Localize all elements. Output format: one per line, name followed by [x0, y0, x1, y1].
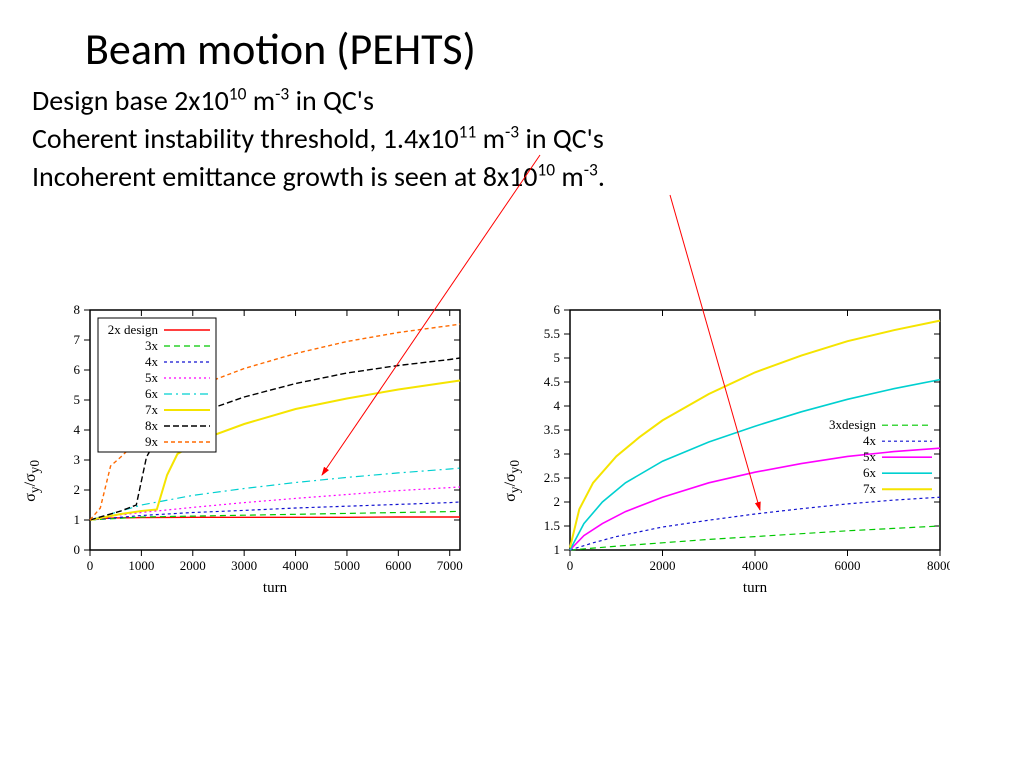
- svg-text:3.5: 3.5: [544, 422, 560, 437]
- t: Design base 2x10: [32, 83, 229, 118]
- svg-text:4: 4: [74, 422, 81, 437]
- svg-text:8: 8: [74, 302, 81, 317]
- svg-text:5x: 5x: [863, 449, 877, 464]
- svg-text:3000: 3000: [231, 558, 257, 573]
- t: Incoherent emittance growth is seen at 8…: [32, 159, 537, 194]
- t: m: [476, 121, 505, 156]
- sup: 11: [459, 120, 477, 142]
- page-title: Beam motion (PEHTS): [85, 22, 476, 76]
- svg-text:5x: 5x: [145, 370, 159, 385]
- t: in QC's: [519, 121, 604, 156]
- svg-text:6: 6: [74, 362, 81, 377]
- yaxis-label: σy/σy0: [502, 460, 523, 502]
- svg-text:6x: 6x: [145, 386, 159, 401]
- svg-text:1.5: 1.5: [544, 518, 560, 533]
- chart-left: σy/σy0 010002000300040005000600070000123…: [30, 300, 470, 660]
- svg-text:4x: 4x: [863, 433, 877, 448]
- svg-text:1: 1: [554, 542, 561, 557]
- svg-text:3x: 3x: [145, 338, 159, 353]
- charts-row: σy/σy0 010002000300040005000600070000123…: [30, 300, 994, 660]
- svg-text:6000: 6000: [385, 558, 411, 573]
- svg-text:5.5: 5.5: [544, 326, 560, 341]
- bullet-3: Incoherent emittance growth is seen at 8…: [32, 158, 605, 196]
- chart-right-svg: 0 2000 4000 6000 8000 1 1.5 2 2.5 3 3.5 4 4.5 5 5.5 6 tu…: [510, 300, 950, 600]
- body-text: Design base 2x1010 m-3 in QC's Coherent …: [32, 82, 605, 195]
- svg-text:3: 3: [74, 452, 81, 467]
- svg-text:1000: 1000: [128, 558, 154, 573]
- svg-text:2x design: 2x design: [108, 322, 159, 337]
- t: m: [555, 159, 584, 194]
- svg-text:2.5: 2.5: [544, 470, 560, 485]
- bullet-2: Coherent instability threshold, 1.4x1011…: [32, 120, 605, 158]
- svg-text:2000: 2000: [180, 558, 206, 573]
- svg-text:7: 7: [74, 332, 81, 347]
- svg-text:3xdesign: 3xdesign: [829, 417, 876, 432]
- svg-text:2: 2: [74, 482, 81, 497]
- t: m: [246, 83, 275, 118]
- svg-text:0: 0: [87, 558, 94, 573]
- svg-text:4000: 4000: [742, 558, 768, 573]
- sup: 10: [229, 83, 247, 105]
- bullet-1: Design base 2x1010 m-3 in QC's: [32, 82, 605, 120]
- svg-text:1: 1: [74, 512, 81, 527]
- svg-text:2000: 2000: [650, 558, 676, 573]
- svg-text:9x: 9x: [145, 434, 159, 449]
- t: .: [598, 159, 605, 194]
- sup: 10: [537, 158, 555, 180]
- svg-text:7000: 7000: [437, 558, 463, 573]
- svg-text:7x: 7x: [863, 481, 877, 496]
- sup: -3: [584, 158, 598, 180]
- sup: -3: [505, 120, 519, 142]
- svg-text:turn: turn: [263, 580, 288, 596]
- svg-text:7x: 7x: [145, 402, 159, 417]
- svg-text:5: 5: [554, 350, 561, 365]
- chart-left-svg: 0 1000 2000 3000 4000 5000 6000 7000 0 1 2 3 4 5 6 7 8 tu…: [30, 300, 470, 600]
- svg-text:8x: 8x: [145, 418, 159, 433]
- svg-text:3: 3: [554, 446, 561, 461]
- svg-text:8000: 8000: [927, 558, 950, 573]
- chart-right: σy/σy0 0200040006000800011.522.533.544.5…: [510, 300, 950, 660]
- svg-text:2: 2: [554, 494, 561, 509]
- svg-text:turn: turn: [743, 580, 768, 596]
- svg-text:4: 4: [554, 398, 561, 413]
- svg-text:0: 0: [567, 558, 574, 573]
- svg-text:4000: 4000: [283, 558, 309, 573]
- yaxis-label: σy/σy0: [22, 460, 43, 502]
- sup: -3: [275, 83, 289, 105]
- svg-text:5: 5: [74, 392, 81, 407]
- svg-text:6: 6: [554, 302, 561, 317]
- t: Coherent instability threshold, 1.4x10: [32, 121, 459, 156]
- svg-text:6x: 6x: [863, 465, 877, 480]
- svg-text:6000: 6000: [835, 558, 861, 573]
- svg-text:5000: 5000: [334, 558, 360, 573]
- svg-text:0: 0: [74, 542, 81, 557]
- slide: { "title": "Beam motion (PEHTS)", "bulle…: [0, 0, 1024, 768]
- t: in QC's: [289, 83, 374, 118]
- svg-text:4.5: 4.5: [544, 374, 560, 389]
- svg-text:4x: 4x: [145, 354, 159, 369]
